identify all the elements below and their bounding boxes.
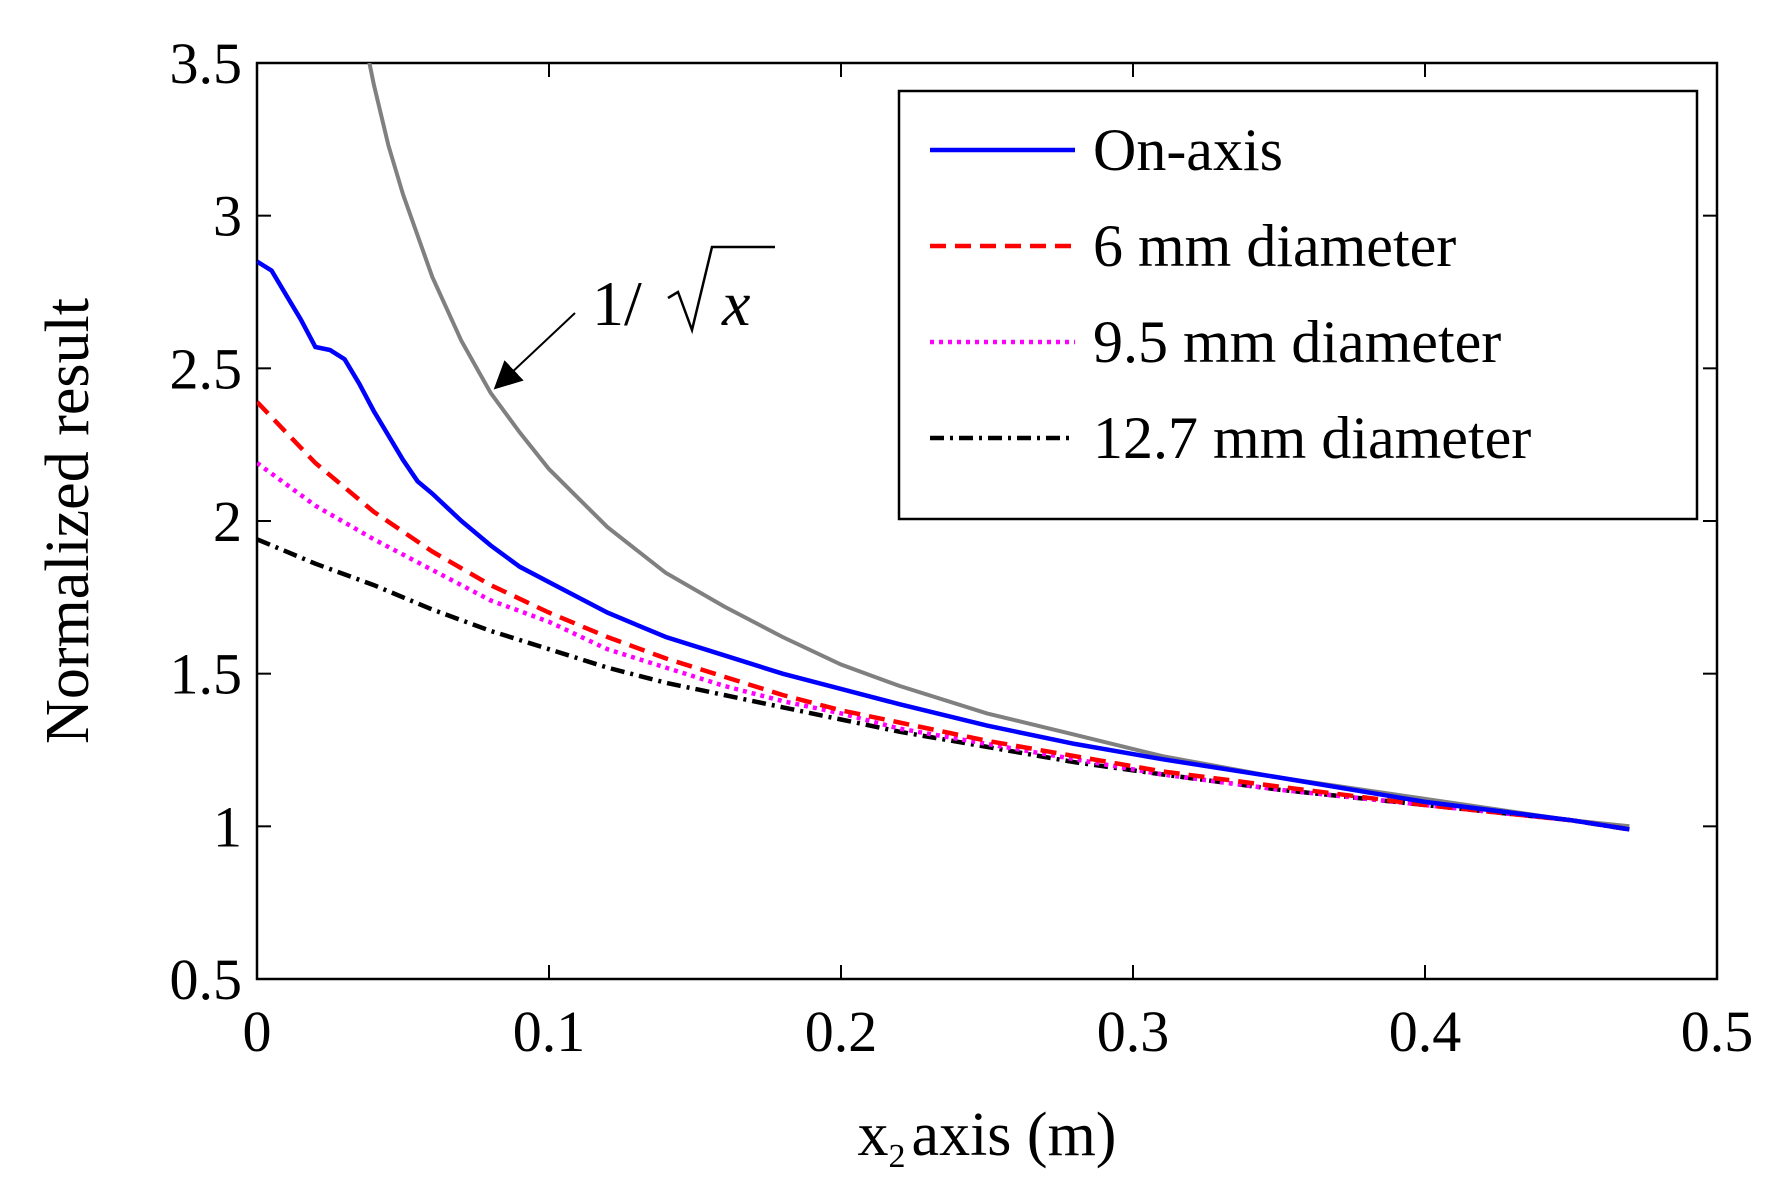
x-axis-title-subscript: 2 bbox=[889, 1138, 906, 1175]
y-tick-label: 2 bbox=[213, 489, 242, 554]
x-tick-label: 0.5 bbox=[1681, 999, 1754, 1064]
legend-box bbox=[897, 89, 1699, 521]
legend: On-axis 6 mm diameter 9.5 mm diameter 12.7 … bbox=[897, 89, 1699, 521]
x-tick-label: 0.4 bbox=[1389, 999, 1462, 1064]
legend-label: 6 mm diameter bbox=[1093, 213, 1456, 279]
x-axis-title-rest: axis (m) bbox=[912, 1101, 1117, 1169]
y-tick-label: 3.5 bbox=[170, 31, 243, 96]
series-line-12-7-mm-diameter bbox=[257, 537, 1630, 832]
annotation-arrow bbox=[493, 312, 576, 390]
annotation-inv-sqrt: 1/ x bbox=[493, 245, 775, 390]
y-tick-label: 1 bbox=[213, 794, 242, 859]
legend-label: 9.5 mm diameter bbox=[1093, 309, 1501, 375]
x-tick-label: 0.1 bbox=[513, 999, 586, 1064]
series-group bbox=[257, 63, 1630, 832]
annotation-prefix: 1/ bbox=[592, 268, 642, 339]
legend-label: 12.7 mm diameter bbox=[1093, 405, 1531, 471]
x-tick-label: 0.3 bbox=[1097, 999, 1170, 1064]
x-tick-label: 0.2 bbox=[805, 999, 878, 1064]
tick-marks bbox=[256, 62, 1718, 980]
y-tick-label: 0.5 bbox=[170, 947, 243, 1012]
y-tick-label: 2.5 bbox=[170, 336, 243, 401]
y-axis-title: Normalized result bbox=[34, 298, 102, 744]
series-line-on-axis bbox=[257, 259, 1630, 832]
tick-labels: 0 0.1 0.2 0.3 0.4 0.5 0.5 1 1.5 2 2.5 3 3.5 bbox=[170, 31, 1754, 1064]
series-line-6-mm-diameter bbox=[257, 400, 1630, 832]
legend-label: On-axis bbox=[1093, 117, 1283, 183]
x-axis-title-x: x bbox=[858, 1101, 889, 1169]
y-tick-label: 3 bbox=[213, 184, 242, 249]
x-tick-label: 0 bbox=[243, 999, 272, 1064]
annotation-radicand: x bbox=[721, 268, 750, 339]
y-tick-label: 1.5 bbox=[170, 642, 243, 707]
x-axis-title: x2axis (m) bbox=[858, 1101, 1117, 1175]
sqrt-sign bbox=[667, 245, 775, 335]
